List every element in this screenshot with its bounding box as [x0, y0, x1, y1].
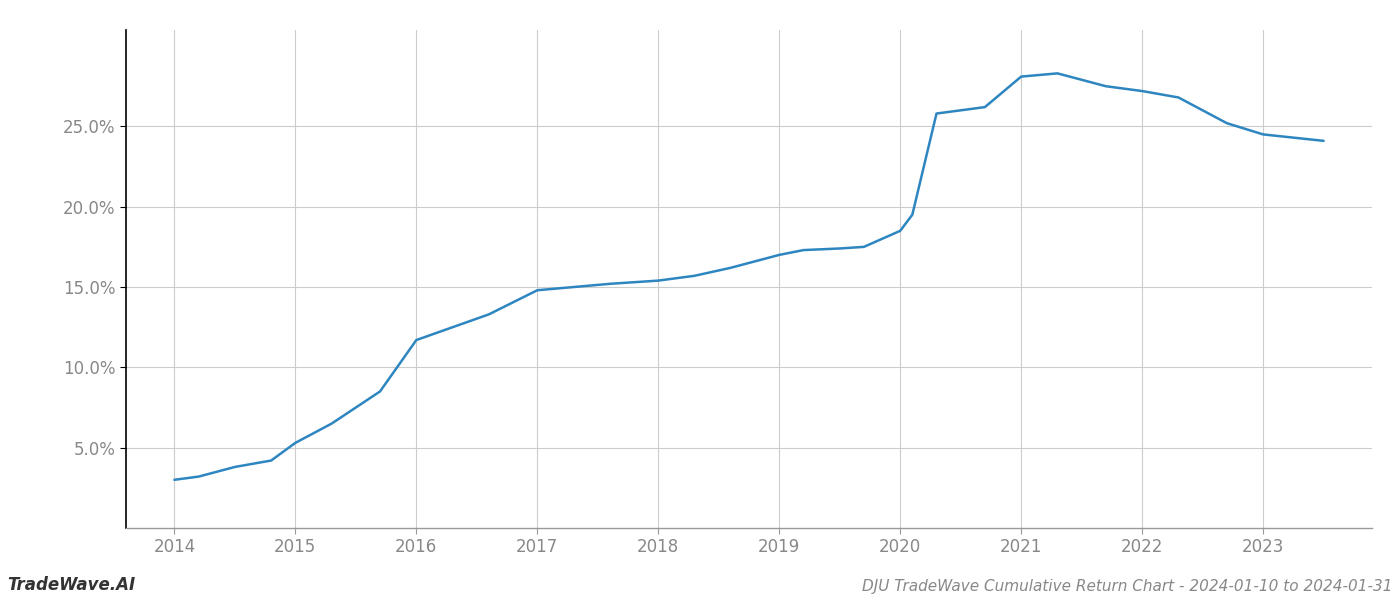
- Text: TradeWave.AI: TradeWave.AI: [7, 576, 136, 594]
- Text: DJU TradeWave Cumulative Return Chart - 2024-01-10 to 2024-01-31: DJU TradeWave Cumulative Return Chart - …: [862, 579, 1393, 594]
